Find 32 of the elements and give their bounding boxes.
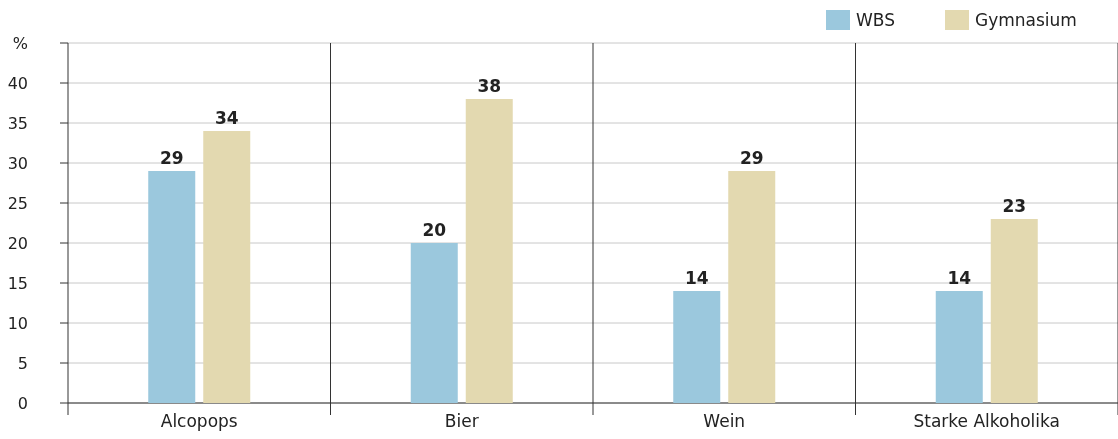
legend-label: WBS	[856, 9, 895, 30]
data-label: 34	[214, 108, 239, 128]
y-tick-label: 35	[7, 113, 28, 133]
y-tick-label: %	[12, 33, 28, 53]
bar	[203, 131, 251, 403]
bar	[990, 219, 1038, 403]
data-label: 14	[684, 268, 709, 288]
y-tick-label: 15	[7, 273, 28, 293]
data-label: 29	[159, 148, 184, 168]
data-label: 14	[947, 268, 972, 288]
data-label: 20	[422, 220, 447, 240]
bar	[410, 243, 458, 403]
x-tick-label: Alcopops	[160, 411, 238, 431]
x-tick-label: Starke Alkoholika	[913, 411, 1061, 431]
y-tick-label: 40	[7, 73, 28, 93]
bar	[673, 291, 721, 403]
data-label: 29	[739, 148, 764, 168]
data-label: 38	[477, 76, 502, 96]
y-tick-label: 30	[7, 153, 28, 173]
x-tick-label: Bier	[444, 411, 479, 431]
y-tick-label: 20	[7, 233, 28, 253]
y-tick-label: 10	[7, 313, 28, 333]
bar	[935, 291, 983, 403]
bar	[465, 99, 513, 403]
x-tick-label: Wein	[703, 411, 746, 431]
y-tick-label: 5	[17, 353, 28, 373]
bar	[148, 171, 196, 403]
y-tick-label: 25	[7, 193, 28, 213]
y-tick-label: 0	[17, 393, 28, 413]
data-label: 23	[1002, 196, 1027, 216]
bar	[728, 171, 776, 403]
legend-label: Gymnasium	[975, 9, 1077, 30]
